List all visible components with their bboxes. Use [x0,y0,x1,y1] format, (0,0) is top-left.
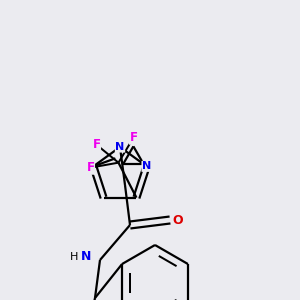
Text: F: F [86,161,94,174]
Text: N: N [116,142,124,152]
Text: N: N [142,161,151,171]
Text: F: F [130,131,137,144]
Text: H: H [70,252,78,262]
Text: F: F [92,138,101,151]
Text: N: N [81,250,91,263]
Text: O: O [173,214,183,226]
